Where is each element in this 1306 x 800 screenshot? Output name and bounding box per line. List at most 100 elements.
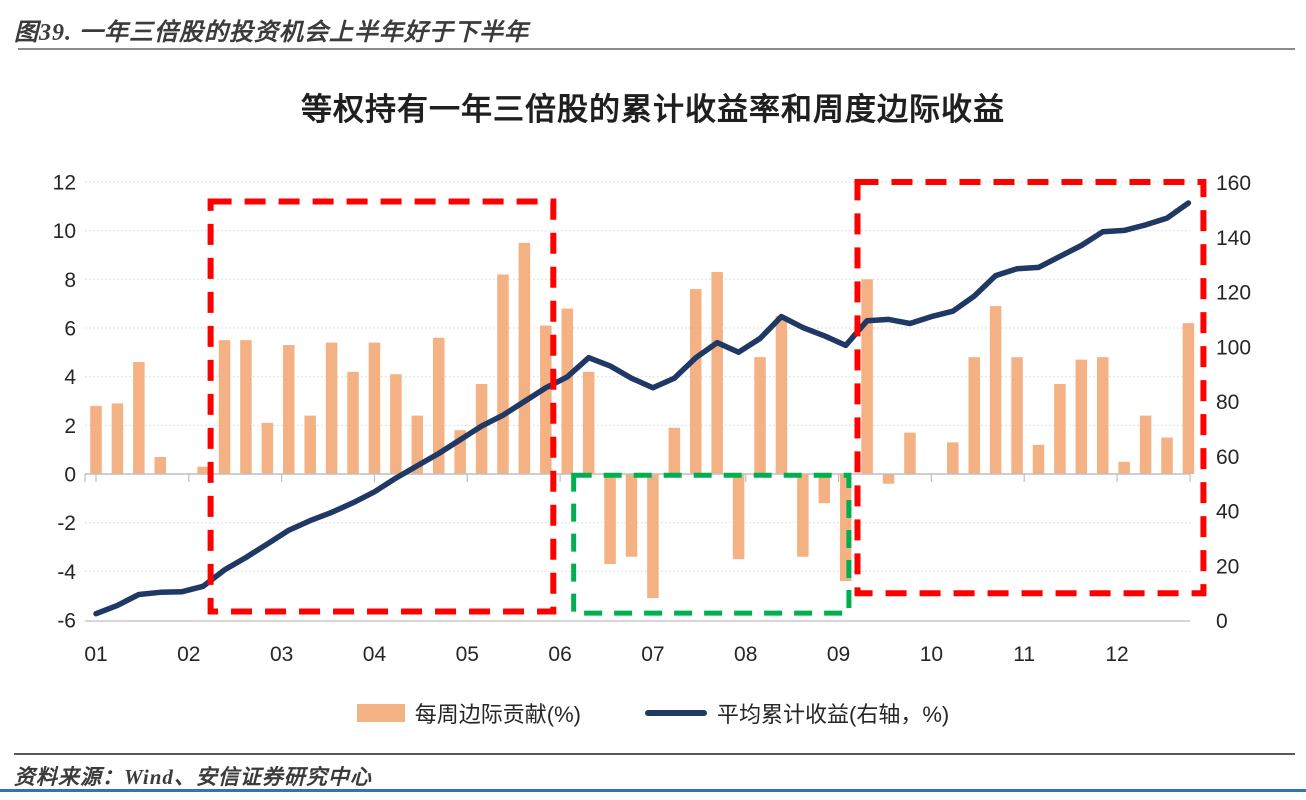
- bar-week-41: [947, 442, 959, 474]
- figure-title: 图39. 一年三倍股的投资机会上半年好于下半年: [14, 20, 529, 46]
- bar-week-25: [604, 474, 616, 565]
- bar-week-33: [775, 315, 788, 474]
- right-axis-tick: 140: [1216, 227, 1251, 250]
- chart-title: 等权持有一年三倍股的累计收益率和周度边际收益: [301, 92, 1005, 127]
- bar-week-14: [368, 342, 381, 474]
- x-axis-month-label: 07: [641, 643, 664, 666]
- left-axis-tick: 6: [64, 318, 76, 341]
- x-axis-month-label: 11: [1013, 643, 1035, 666]
- left-axis-tick: 4: [64, 366, 76, 389]
- left-axis-tick: 0: [64, 464, 76, 487]
- x-axis-month-label: 05: [456, 643, 479, 666]
- bar-series: [90, 242, 1195, 599]
- line-series: [93, 200, 1192, 617]
- bar-week-46: [1054, 383, 1066, 474]
- right-axis-tick: 100: [1216, 336, 1251, 359]
- bar-week-17: [432, 337, 445, 474]
- bar-week-6: [197, 466, 209, 474]
- legend-line-swatch: [645, 710, 707, 716]
- x-axis-month-label: 03: [270, 643, 293, 666]
- x-axis-month-label: 06: [548, 643, 571, 666]
- left-axis-tick: -4: [57, 561, 76, 584]
- red-dashed-box-second-half: [854, 179, 1207, 597]
- right-axis-tick: 80: [1216, 391, 1239, 414]
- x-axis-month-label: 10: [920, 643, 943, 666]
- x-axis-month-label: 02: [177, 643, 200, 666]
- bar-week-38: [882, 474, 895, 484]
- x-axis-month-label: 04: [363, 643, 387, 666]
- left-axis-tick: -6: [57, 609, 76, 632]
- bar-week-35: [818, 474, 831, 504]
- source-note: 资料来源：Wind、安信证券研究中心: [14, 765, 372, 789]
- right-axis-tick: 0: [1216, 610, 1228, 633]
- bar-week-3: [133, 362, 145, 474]
- bar-week-30: [711, 272, 723, 474]
- bar-week-51: [1161, 437, 1173, 474]
- bar-week-52: [1182, 323, 1195, 474]
- left-axis-tick: 12: [53, 172, 76, 195]
- bar-week-7: [218, 340, 231, 474]
- bar-week-24: [582, 371, 595, 474]
- bar-week-23: [561, 308, 573, 474]
- bar-week-12: [325, 342, 338, 474]
- bar-week-31: [732, 474, 745, 560]
- bar-week-21: [518, 242, 531, 474]
- right-axis-tick: 20: [1216, 555, 1239, 578]
- bar-week-36: [839, 474, 852, 582]
- x-axis-month-label: 01: [84, 643, 107, 666]
- annotation-boxes: [207, 179, 1207, 616]
- bar-week-18: [454, 430, 466, 474]
- bar-week-39: [904, 432, 916, 474]
- bar-week-2: [111, 403, 124, 474]
- x-axis-month-label: 12: [1105, 643, 1128, 666]
- bar-week-34: [797, 474, 809, 557]
- bar-week-48: [1096, 357, 1109, 474]
- bar-week-11: [304, 415, 316, 474]
- right-axis-tick: 40: [1216, 501, 1239, 524]
- chart-legend: 每周边际贡献(%) 平均累计收益(右轴，%): [0, 697, 1306, 729]
- right-axis-tick: 160: [1216, 172, 1251, 195]
- bar-week-22: [540, 325, 552, 474]
- bar-week-32: [754, 357, 766, 474]
- bar-week-45: [1032, 444, 1045, 474]
- left-axis-tick: 2: [64, 415, 76, 438]
- bar-week-29: [690, 289, 702, 474]
- bar-week-13: [347, 371, 359, 474]
- legend-line-label: 平均累计收益(右轴，%): [717, 702, 950, 727]
- bar-week-10: [283, 345, 295, 474]
- right-axis-tick: 120: [1216, 282, 1251, 305]
- left-axis-tick: 10: [53, 220, 76, 243]
- bar-week-15: [390, 374, 402, 474]
- left-axis-tick: -2: [57, 512, 76, 535]
- bar-week-43: [989, 306, 1002, 474]
- red-dashed-box-first-half: [207, 198, 557, 615]
- bar-week-49: [1118, 461, 1130, 474]
- bar-week-27: [647, 474, 659, 599]
- green-dashed-box-mid-year: [571, 472, 852, 616]
- figure-title-divider: [18, 48, 1295, 50]
- x-axis-month-label: 08: [734, 643, 757, 666]
- bar-week-9: [261, 422, 274, 474]
- bar-week-4: [154, 456, 167, 474]
- bar-week-42: [968, 357, 980, 474]
- legend-bar-label: 每周边际贡献(%): [414, 702, 581, 727]
- bar-week-16: [411, 415, 424, 474]
- bar-week-20: [497, 274, 509, 474]
- x-axis-month-label: 09: [827, 643, 850, 666]
- legend-bar-swatch: [356, 704, 405, 722]
- bar-week-1: [90, 405, 102, 474]
- bar-week-47: [1075, 359, 1088, 474]
- right-axis-tick: 60: [1216, 446, 1239, 469]
- bar-week-44: [1011, 357, 1023, 474]
- bar-week-37: [861, 279, 873, 474]
- bar-week-8: [240, 340, 252, 474]
- left-axis-tick: 8: [64, 269, 76, 292]
- bar-week-28: [668, 427, 681, 474]
- bar-week-50: [1139, 415, 1152, 474]
- footer-divider: [14, 753, 1295, 755]
- bottom-border: [0, 789, 1306, 792]
- bar-week-26: [625, 474, 638, 557]
